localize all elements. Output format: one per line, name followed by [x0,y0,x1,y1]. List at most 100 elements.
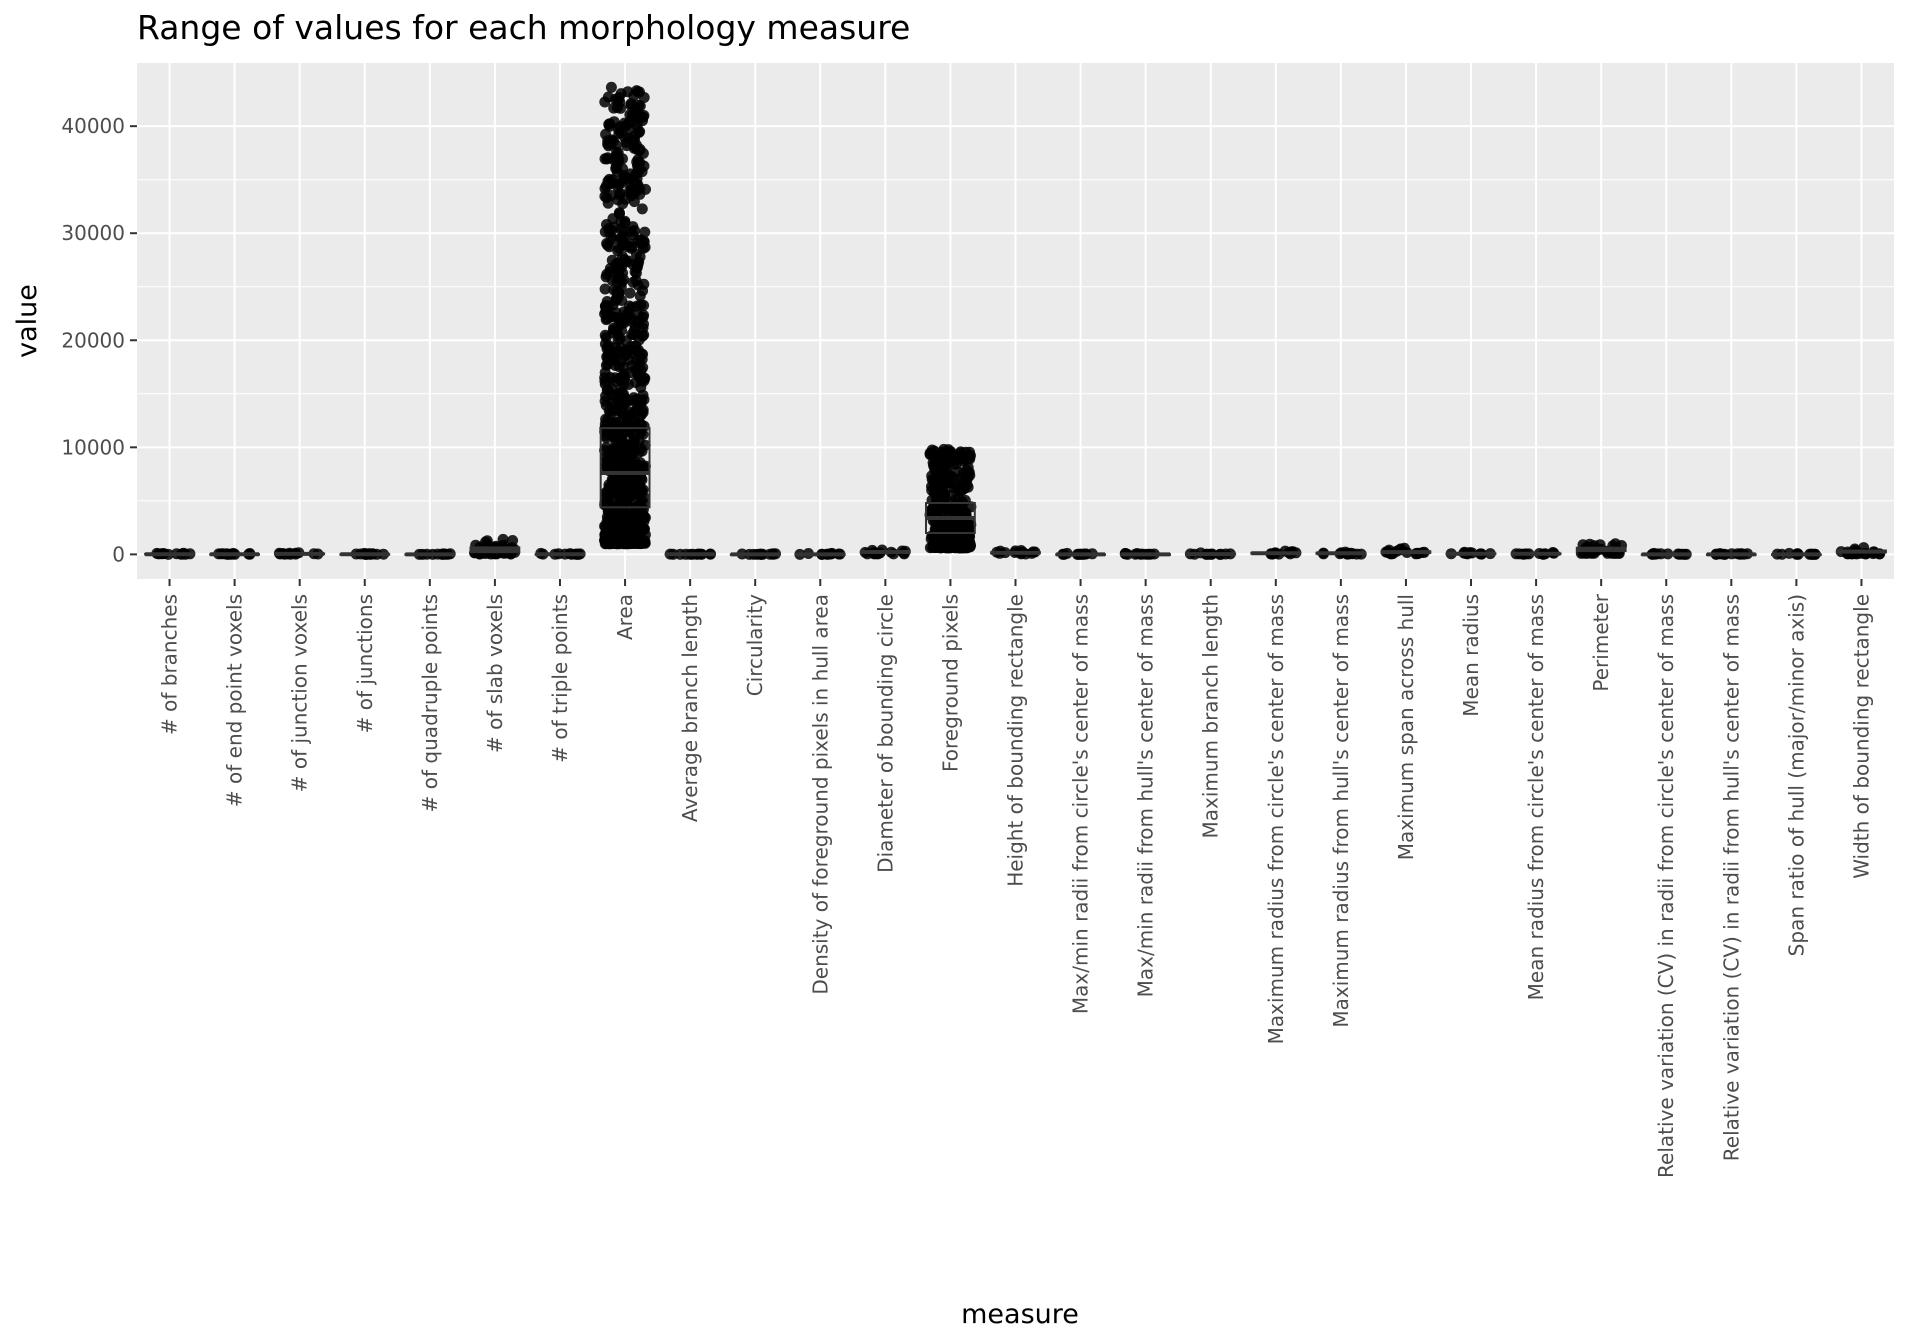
data-point [624,497,636,509]
data-point [617,198,629,210]
x-tick-label: Maximum span across hull [1394,594,1418,860]
data-point [605,81,617,93]
data-point [621,256,633,268]
data-point [932,537,944,549]
data-point [613,207,625,219]
data-point [612,291,624,303]
data-point [632,107,644,119]
data-point [618,274,630,286]
data-point [620,335,632,347]
y-axis-title: value [12,284,43,358]
data-point [631,345,643,357]
data-point [935,474,947,486]
data-point [632,163,644,175]
data-point [631,262,643,274]
data-point [625,410,637,422]
x-tick-label: Circularity [743,594,767,696]
data-point [632,279,644,291]
data-point [602,505,614,517]
data-point [602,197,614,209]
data-point [633,99,645,111]
y-axis: 0 10000 20000 30000 40000 [61,114,137,566]
data-point [939,459,950,471]
data-point [634,237,646,249]
data-point [638,394,650,406]
data-point [604,408,616,420]
data-point [950,542,962,554]
x-tick-label: Relative variation (CV) in radii from hu… [1719,594,1743,1161]
data-point [963,535,975,547]
data-point [602,138,614,150]
x-tick-label: Width of bounding rectangle [1850,594,1874,879]
x-tick-label: Mean radius from circle's center of mass [1524,594,1548,1000]
data-point [639,460,651,472]
data-point [635,512,647,524]
data-point [624,287,636,299]
data-point [628,90,640,102]
data-point [637,404,649,416]
data-point [618,478,630,490]
x-tick-label: Average branch length [678,594,702,822]
data-point [626,185,638,197]
data-point [624,168,636,180]
x-tick-label: # of branches [158,594,182,735]
data-point [627,221,639,233]
data-point [603,526,615,538]
data-point [624,530,636,542]
y-tick-label: 40000 [61,114,125,138]
data-point [617,402,629,414]
data-point [602,91,614,103]
data-point [609,517,621,529]
x-tick-label: Maximum radius from circle's center of m… [1264,594,1288,1044]
x-tick-label: # of quadruple points [418,594,442,812]
data-point [615,356,627,368]
data-point [634,126,646,137]
data-point [612,245,624,257]
data-point [604,263,616,274]
data-point [600,359,612,371]
data-point [602,306,614,318]
data-point [480,536,491,548]
data-point [609,372,621,384]
data-point [611,146,623,158]
x-tick-label: # of end point voxels [223,594,247,807]
x-tick-label: Relative variation (CV) in radii from ci… [1654,594,1678,1178]
x-tick-label: Foreground pixels [938,594,962,772]
x-tick-label: Span ratio of hull (major/minor axis) [1784,594,1808,956]
data-point [622,309,634,321]
data-point [632,154,644,166]
x-tick-label: Density of foreground pixels in hull are… [808,594,832,995]
data-point [601,219,612,230]
data-point [600,332,612,343]
data-point [634,357,646,369]
data-point [604,534,616,546]
data-point [634,534,646,546]
data-point [605,382,617,394]
y-tick-label: 0 [112,542,125,566]
x-tick-label: Maximum branch length [1199,594,1223,839]
x-tick-label: # of junctions [353,594,377,733]
data-point [635,443,647,455]
chart-title: Range of values for each morphology meas… [137,8,911,47]
data-point [637,311,649,323]
data-point [606,396,618,408]
data-point [606,418,618,430]
x-tick-label: Max/min radii from circle's center of ma… [1069,594,1093,1014]
data-point [958,455,970,467]
y-tick-label: 10000 [61,435,125,459]
data-point [628,394,640,406]
data-point [957,506,969,518]
data-point [939,502,951,514]
data-point [614,187,626,199]
x-tick-label: Mean radius [1459,594,1483,717]
data-point [601,238,613,249]
data-point [634,420,645,432]
data-point [960,446,972,458]
data-point [942,542,954,554]
data-point [599,283,611,295]
data-point [955,485,967,497]
data-point [955,472,967,484]
data-point [945,471,957,482]
y-tick-label: 20000 [61,328,125,352]
data-point [507,535,519,546]
